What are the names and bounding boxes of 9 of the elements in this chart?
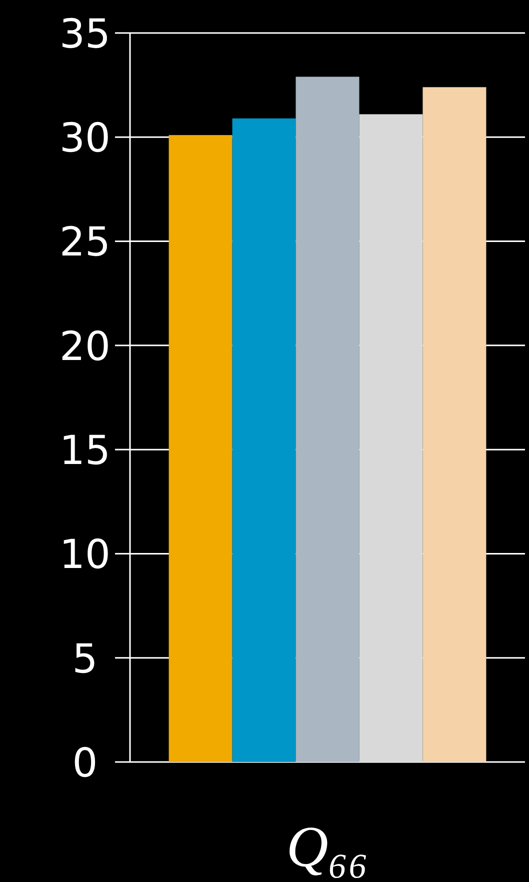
y-tick-label: 0	[72, 740, 98, 786]
y-tick-label: 5	[72, 636, 98, 682]
y-tick-label: 15	[60, 428, 110, 474]
y-tick-label: 35	[60, 11, 110, 58]
y-tick-label: 30	[60, 116, 110, 162]
y-tick-label: 25	[60, 220, 110, 266]
y-tick-label: 20	[60, 324, 110, 370]
y-tick-label: 10	[60, 532, 110, 578]
x-tick-label: Q₆₆	[286, 814, 369, 879]
